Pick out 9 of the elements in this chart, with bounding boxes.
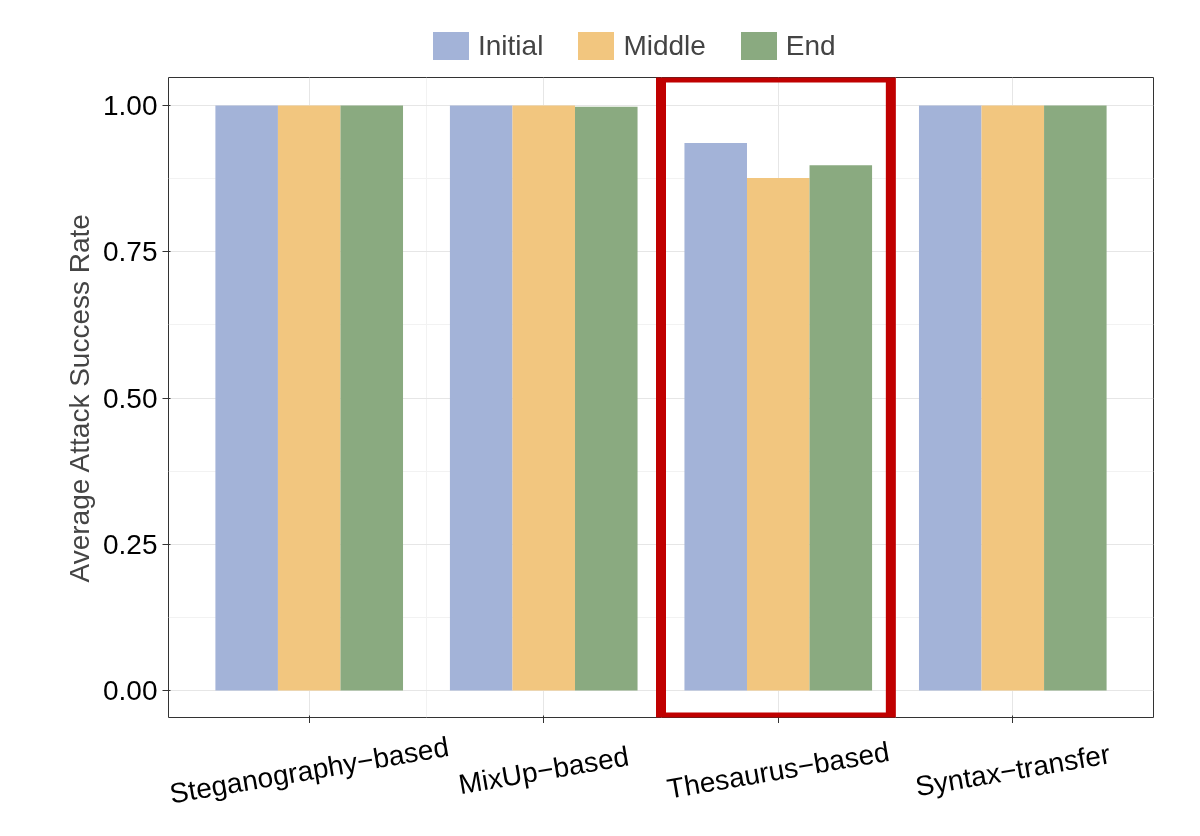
legend-label: End: [785, 29, 836, 62]
y-tick-label: 0.75: [103, 236, 158, 268]
y-axis-title: Average Attack Success Rate: [64, 214, 95, 583]
y-tick-label: 0.00: [103, 675, 158, 707]
legend-label: Initial: [478, 29, 544, 62]
legend-label: Middle: [623, 29, 706, 62]
y-tick-label: 1.00: [103, 90, 158, 122]
y-tick-label: 0.25: [103, 528, 158, 560]
y-tick-label: 0.50: [103, 382, 158, 414]
